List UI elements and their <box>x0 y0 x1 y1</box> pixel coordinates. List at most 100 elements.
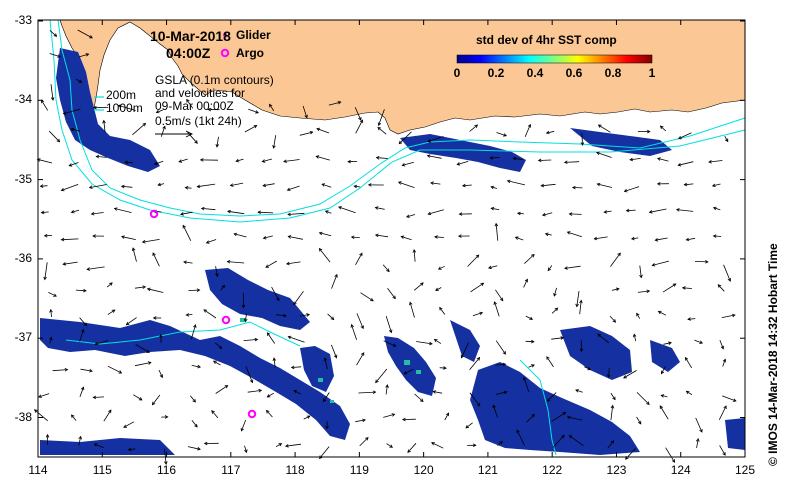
velocity-arrowhead <box>192 398 196 403</box>
velocity-arrowhead <box>660 394 665 398</box>
velocity-arrow <box>564 265 581 269</box>
velocity-arrow <box>631 237 639 240</box>
velocity-arrowhead <box>262 183 267 188</box>
velocity-arrowhead <box>502 362 507 367</box>
velocity-arrow <box>63 261 78 265</box>
velocity-arrow <box>71 209 80 213</box>
velocity-arrowhead <box>512 156 517 161</box>
glider-legend-label: Glider <box>236 28 271 42</box>
velocity-arrowhead <box>705 259 709 264</box>
velocity-arrow <box>528 364 535 368</box>
velocity-arrowhead <box>108 409 112 414</box>
velocity-arrow <box>712 183 721 187</box>
velocity-arrowhead <box>685 390 690 395</box>
argo-legend-label: Argo <box>236 46 264 60</box>
velocity-arrow <box>434 236 444 238</box>
velocity-arrowhead <box>92 395 97 400</box>
colorbar-tick-label: 0.2 <box>487 66 505 80</box>
velocity-arrowhead <box>377 122 382 127</box>
velocity-arrowhead <box>400 235 405 239</box>
velocity-arrowhead <box>370 298 374 302</box>
velocity-arrowhead <box>401 163 406 167</box>
velocity-arrowhead <box>724 138 729 143</box>
velocity-arrow <box>89 184 107 188</box>
velocity-arrowhead <box>579 348 584 353</box>
velocity-arrow <box>494 301 500 317</box>
velocity-arrowhead <box>221 284 225 289</box>
velocity-arrowhead <box>476 402 481 407</box>
velocity-arrowhead <box>290 365 295 370</box>
velocity-arrowhead <box>262 236 267 240</box>
velocity-arrowhead <box>318 231 323 236</box>
velocity-arrow <box>355 119 363 134</box>
velocity-arrow <box>355 253 363 265</box>
velocity-arrow <box>106 282 113 288</box>
lon-tick-label: 114 <box>28 463 48 477</box>
colorbar <box>456 54 653 64</box>
argo-marker-legend <box>220 48 230 58</box>
velocity-arrowhead <box>427 211 432 216</box>
velocity-arrow <box>497 441 503 446</box>
velocity-arrowhead <box>272 357 277 362</box>
lon-tick-label: 115 <box>92 463 112 477</box>
velocity-arrow <box>360 292 374 302</box>
velocity-arrowhead <box>695 437 700 442</box>
velocity-arrowhead <box>194 140 198 144</box>
velocity-arrow <box>288 336 305 343</box>
velocity-arrow <box>93 396 105 398</box>
velocity-arrow <box>95 340 109 345</box>
velocity-arrow <box>610 392 616 400</box>
velocity-arrow <box>164 448 167 465</box>
velocity-arrowhead <box>358 117 362 121</box>
velocity-arrow <box>567 231 582 238</box>
velocity-arrowhead <box>179 212 184 216</box>
velocity-arrowhead <box>566 415 571 420</box>
velocity-arrow <box>623 370 637 379</box>
velocity-arrowhead <box>78 79 83 83</box>
velocity-arrow <box>273 358 276 368</box>
velocity-arrowhead <box>146 287 151 292</box>
velocity-arrow <box>275 443 282 448</box>
velocity-arrow <box>107 309 116 315</box>
velocity-arrowhead <box>681 286 686 290</box>
velocity-arrow <box>182 225 192 241</box>
velocity-arrowhead <box>499 440 503 445</box>
velocity-arrowhead <box>597 124 602 128</box>
velocity-arrowhead <box>152 252 156 257</box>
velocity-arrowhead <box>374 233 379 238</box>
velocity-arrow <box>79 387 84 398</box>
velocity-arrowhead <box>283 313 287 318</box>
lon-tick-label: 118 <box>285 463 305 477</box>
lon-tick-label: 125 <box>734 463 756 477</box>
velocity-arrowhead <box>659 405 663 410</box>
velocity-arrowhead <box>684 356 689 361</box>
velocity-arrowhead <box>606 374 611 379</box>
velocity-arrowhead <box>711 183 716 188</box>
velocity-arrowhead <box>638 420 642 425</box>
velocity-arrowhead <box>182 224 186 229</box>
velocity-arrowhead <box>322 398 327 403</box>
velocity-arrow <box>470 282 484 293</box>
velocity-arrowhead <box>50 97 55 101</box>
velocity-arrowhead <box>479 311 484 316</box>
velocity-arrow <box>427 155 442 159</box>
velocity-arrowhead <box>566 231 571 235</box>
velocity-arrow <box>546 356 554 368</box>
velocity-arrowhead <box>427 139 431 143</box>
argo-float-3 <box>247 409 257 419</box>
velocity-arrow <box>103 120 106 133</box>
velocity-arrowhead <box>255 110 260 114</box>
velocity-arrow <box>661 366 666 374</box>
velocity-arrow <box>50 309 52 318</box>
velocity-arrow <box>597 183 612 188</box>
velocity-arrowhead <box>146 349 150 353</box>
velocity-arrowhead <box>141 239 146 244</box>
velocity-arrow <box>63 108 81 114</box>
velocity-arrow <box>545 233 552 236</box>
velocity-arrowhead <box>651 263 656 267</box>
velocity-arrow <box>493 405 498 418</box>
lon-tick-label: 123 <box>606 463 627 477</box>
velocity-arrowhead <box>672 283 677 287</box>
velocity-arrowhead <box>646 289 651 294</box>
velocity-arrow <box>552 435 565 448</box>
